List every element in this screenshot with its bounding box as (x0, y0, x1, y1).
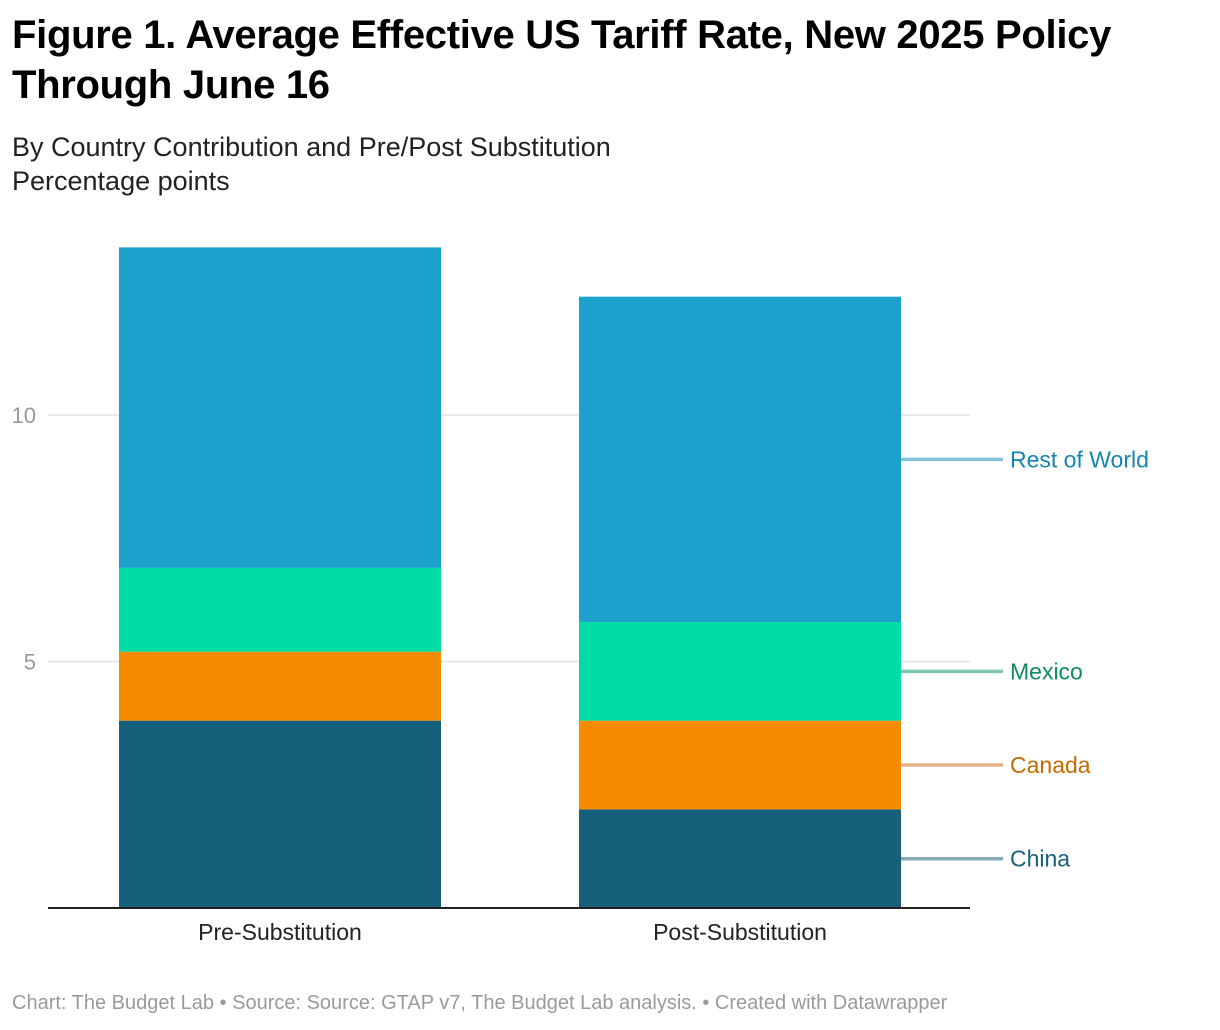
bar-segment-pre-substitution-rest-of-world (119, 247, 441, 568)
chart-subtitle-block: By Country Contribution and Pre/Post Sub… (12, 130, 611, 198)
bar-segment-post-substitution-mexico (579, 622, 901, 721)
bar-segment-post-substitution-canada (579, 720, 901, 810)
series-label-rest-of-world: Rest of World (1010, 446, 1149, 472)
x-tick-label-pre-substitution: Pre-Substitution (198, 919, 362, 945)
chart-footer-credit: Chart: The Budget Lab • Source: Source: … (12, 992, 948, 1014)
series-label-china: China (1010, 846, 1070, 872)
series-label-mexico: Mexico (1010, 658, 1083, 684)
series-label-canada: Canada (1010, 752, 1091, 778)
y-tick-label-10: 10 (12, 403, 36, 428)
bar-segment-pre-substitution-mexico (119, 567, 441, 652)
chart-unit-label: Percentage points (12, 166, 230, 196)
bar-segment-pre-substitution-china (119, 720, 441, 908)
bar-segment-pre-substitution-canada (119, 651, 441, 721)
bar-segment-post-substitution-china (579, 809, 901, 908)
y-tick-label-5: 5 (24, 650, 36, 675)
chart-subtitle: By Country Contribution and Pre/Post Sub… (12, 132, 611, 162)
x-tick-label-post-substitution: Post-Substitution (653, 919, 827, 945)
bar-segment-post-substitution-rest-of-world (579, 296, 901, 623)
chart-title: Figure 1. Average Effective US Tariff Ra… (12, 13, 1112, 107)
